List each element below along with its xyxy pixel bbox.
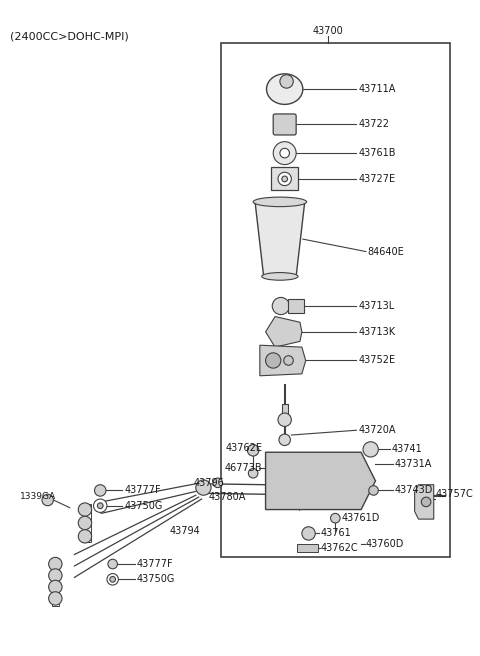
Circle shape bbox=[48, 592, 62, 605]
Text: 43713K: 43713K bbox=[358, 327, 396, 337]
Text: 43777F: 43777F bbox=[137, 559, 173, 569]
Circle shape bbox=[78, 529, 92, 543]
Polygon shape bbox=[415, 485, 434, 519]
Bar bbox=[221, 43, 450, 558]
Text: 43700: 43700 bbox=[312, 26, 343, 35]
Text: 43720A: 43720A bbox=[358, 425, 396, 435]
Circle shape bbox=[278, 173, 291, 186]
Text: 43752E: 43752E bbox=[358, 356, 396, 365]
Circle shape bbox=[369, 485, 378, 495]
Circle shape bbox=[421, 497, 431, 506]
Circle shape bbox=[278, 413, 291, 426]
Text: 43761: 43761 bbox=[321, 529, 352, 539]
Circle shape bbox=[273, 142, 296, 165]
Circle shape bbox=[108, 560, 118, 569]
Circle shape bbox=[282, 176, 288, 182]
Ellipse shape bbox=[266, 74, 303, 104]
Circle shape bbox=[280, 148, 289, 158]
Text: 43727E: 43727E bbox=[358, 174, 396, 184]
Text: 43794: 43794 bbox=[170, 525, 201, 535]
Circle shape bbox=[302, 527, 315, 540]
Text: (2400CC>DOHC-MPI): (2400CC>DOHC-MPI) bbox=[11, 31, 129, 42]
Bar bbox=[288, 299, 304, 313]
Circle shape bbox=[280, 75, 293, 88]
Text: 43757C: 43757C bbox=[436, 489, 473, 499]
Text: 43711A: 43711A bbox=[358, 84, 396, 94]
Text: 43731A: 43731A bbox=[395, 459, 432, 468]
FancyBboxPatch shape bbox=[273, 114, 296, 135]
Circle shape bbox=[331, 514, 340, 523]
Circle shape bbox=[107, 573, 119, 585]
Text: 43780A: 43780A bbox=[208, 492, 246, 502]
Circle shape bbox=[196, 480, 211, 495]
Text: 43741: 43741 bbox=[392, 444, 422, 455]
Polygon shape bbox=[255, 202, 305, 276]
Bar bbox=[282, 405, 288, 416]
Polygon shape bbox=[260, 345, 306, 376]
Bar bbox=[271, 167, 298, 190]
Text: 43761B: 43761B bbox=[358, 148, 396, 158]
Text: 43762E: 43762E bbox=[226, 443, 263, 453]
Text: 43796: 43796 bbox=[194, 478, 225, 488]
Circle shape bbox=[48, 558, 62, 571]
Bar bbox=[297, 544, 318, 552]
Circle shape bbox=[110, 577, 116, 582]
Bar bbox=[83, 504, 91, 542]
Circle shape bbox=[42, 494, 53, 506]
Circle shape bbox=[248, 468, 258, 478]
Circle shape bbox=[272, 297, 289, 315]
Text: 43762C: 43762C bbox=[321, 543, 359, 553]
Circle shape bbox=[284, 356, 293, 365]
Polygon shape bbox=[265, 452, 375, 510]
Circle shape bbox=[213, 478, 223, 487]
Text: 43743D: 43743D bbox=[395, 485, 433, 495]
Circle shape bbox=[363, 441, 378, 457]
Polygon shape bbox=[265, 317, 302, 347]
Circle shape bbox=[279, 434, 290, 445]
Circle shape bbox=[95, 485, 106, 496]
Text: 1339GA: 1339GA bbox=[20, 492, 56, 501]
Text: 43761D: 43761D bbox=[342, 513, 380, 523]
Text: 43713L: 43713L bbox=[358, 301, 395, 311]
Circle shape bbox=[94, 499, 107, 512]
Circle shape bbox=[78, 503, 92, 516]
Bar bbox=[51, 558, 59, 606]
Text: 43750G: 43750G bbox=[137, 574, 175, 584]
Circle shape bbox=[48, 569, 62, 582]
Text: 43777F: 43777F bbox=[124, 485, 161, 495]
Ellipse shape bbox=[262, 273, 298, 280]
Text: 43760D: 43760D bbox=[366, 539, 404, 549]
Circle shape bbox=[265, 353, 281, 368]
Text: 43722: 43722 bbox=[358, 119, 389, 129]
Circle shape bbox=[247, 445, 259, 456]
Circle shape bbox=[78, 516, 92, 529]
Text: 43750G: 43750G bbox=[124, 501, 163, 511]
Ellipse shape bbox=[253, 197, 307, 207]
Circle shape bbox=[48, 581, 62, 594]
Text: 84640E: 84640E bbox=[368, 247, 405, 256]
Text: 46773B: 46773B bbox=[225, 462, 262, 472]
Circle shape bbox=[97, 503, 103, 508]
